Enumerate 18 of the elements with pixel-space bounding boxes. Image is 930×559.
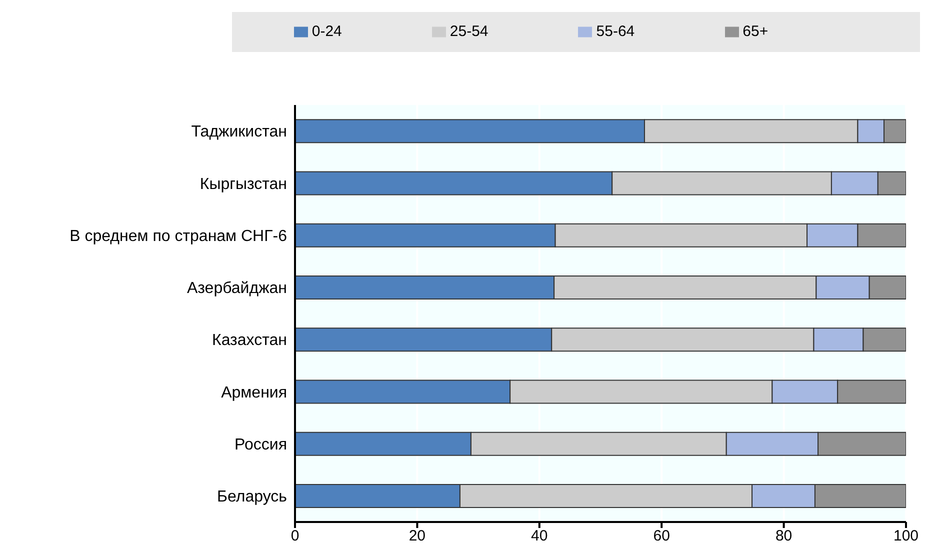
legend-label: 65+ — [742, 23, 768, 40]
legend-label: 55-64 — [596, 23, 635, 40]
y-tick-label: Таджикистан — [191, 124, 287, 141]
y-tick-label: Казахстан — [212, 332, 287, 350]
y-tick-label: Беларусь — [217, 488, 287, 506]
y-tick-label: Россия — [234, 436, 287, 454]
x-tick-label: 100 — [893, 528, 919, 545]
legend-label: 0-24 — [312, 23, 342, 40]
y-tick-label: В среднем по странам СНГ-6 — [70, 228, 288, 245]
y-tick-label: Кыргызстан — [200, 176, 287, 193]
x-tick-label: 80 — [775, 528, 792, 545]
x-tick-label: 20 — [408, 528, 426, 545]
y-tick-label: Армения — [221, 384, 287, 402]
x-tick-label: 40 — [531, 528, 548, 545]
legend-label: 25-54 — [450, 23, 488, 40]
x-tick-label: 0 — [290, 528, 300, 545]
y-tick-label: Азербайджан — [186, 280, 287, 298]
x-tick-label: 60 — [653, 528, 670, 545]
